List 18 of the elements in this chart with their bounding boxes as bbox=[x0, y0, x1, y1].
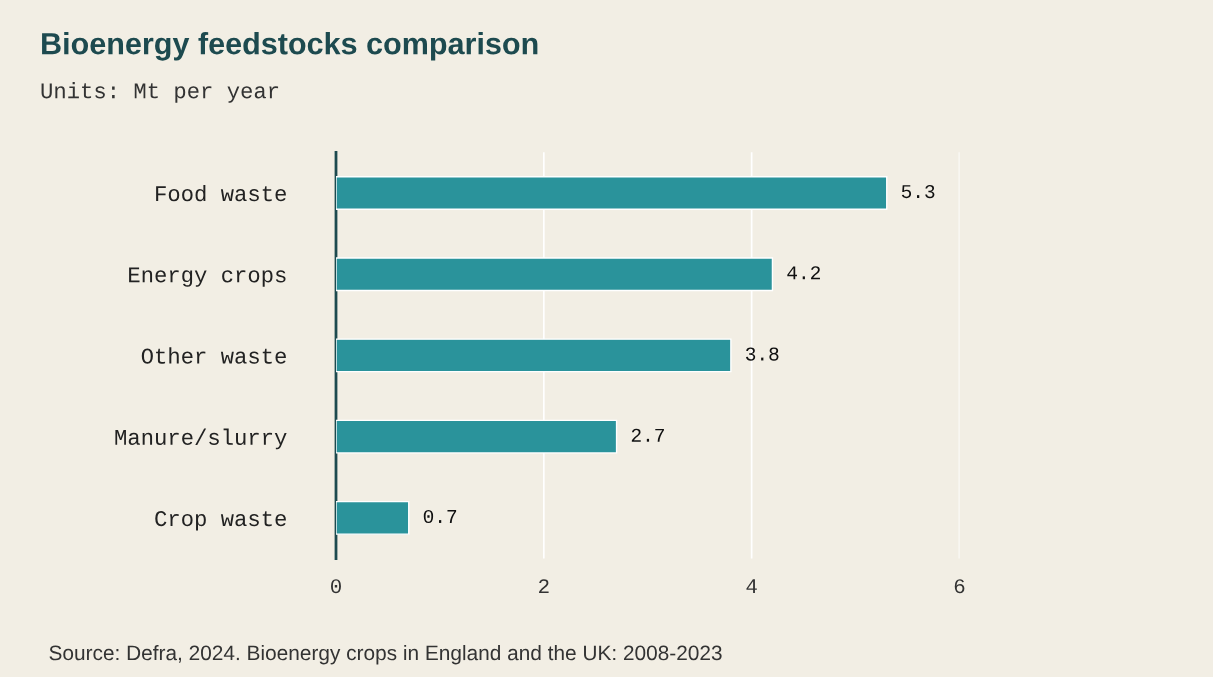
source-note: Source: Defra, 2024. Bioenergy crops in England and the UK: 2008-2023 bbox=[49, 644, 722, 665]
y-tick-label: Energy crops bbox=[129, 267, 286, 287]
bar bbox=[336, 500, 410, 535]
x-tick-label: 6 bbox=[954, 579, 965, 594]
data-label: 0.7 bbox=[423, 509, 457, 524]
chart-title: Bioenergy feedstocks comparison bbox=[42, 32, 538, 61]
data-label: 5.3 bbox=[901, 184, 935, 199]
y-tick-label: Manure/slurry bbox=[115, 428, 287, 450]
y-tick-label: Other waste bbox=[141, 347, 286, 364]
x-tick-label: 2 bbox=[539, 579, 549, 594]
x-tick-label: 0 bbox=[331, 579, 341, 594]
x-tick-label: 4 bbox=[746, 579, 757, 594]
data-label: 4.2 bbox=[787, 266, 820, 280]
data-label: 2.7 bbox=[631, 428, 664, 442]
y-tick-label: Crop waste bbox=[155, 511, 286, 531]
chart-subtitle: Units: Mt per year bbox=[41, 82, 279, 103]
data-label: 3.8 bbox=[745, 347, 779, 361]
y-tick-label: Food waste bbox=[156, 184, 286, 202]
